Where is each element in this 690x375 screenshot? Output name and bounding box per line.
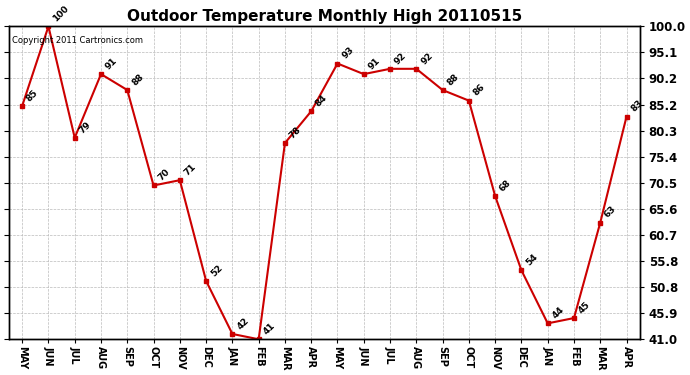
Text: 68: 68 [498,178,513,193]
Text: 88: 88 [445,72,461,87]
Text: 45: 45 [577,300,592,315]
Text: 85: 85 [25,88,40,103]
Text: 71: 71 [183,162,198,177]
Text: 92: 92 [419,51,435,66]
Text: 93: 93 [340,45,355,61]
Text: 79: 79 [77,120,93,135]
Text: 91: 91 [104,56,119,71]
Text: 42: 42 [235,316,250,331]
Text: 78: 78 [288,125,303,140]
Text: 84: 84 [314,93,329,108]
Text: 91: 91 [366,56,382,71]
Text: Copyright 2011 Cartronics.com: Copyright 2011 Cartronics.com [12,36,144,45]
Text: 100: 100 [51,4,70,24]
Text: 83: 83 [629,99,644,114]
Text: 41: 41 [262,321,277,336]
Text: 44: 44 [551,305,566,321]
Text: 52: 52 [209,263,224,278]
Text: 88: 88 [130,72,146,87]
Text: 92: 92 [393,51,408,66]
Text: 86: 86 [472,82,487,98]
Text: 63: 63 [603,205,618,220]
Text: 54: 54 [524,252,540,267]
Title: Outdoor Temperature Monthly High 20110515: Outdoor Temperature Monthly High 2011051… [127,9,522,24]
Text: 70: 70 [157,168,172,183]
